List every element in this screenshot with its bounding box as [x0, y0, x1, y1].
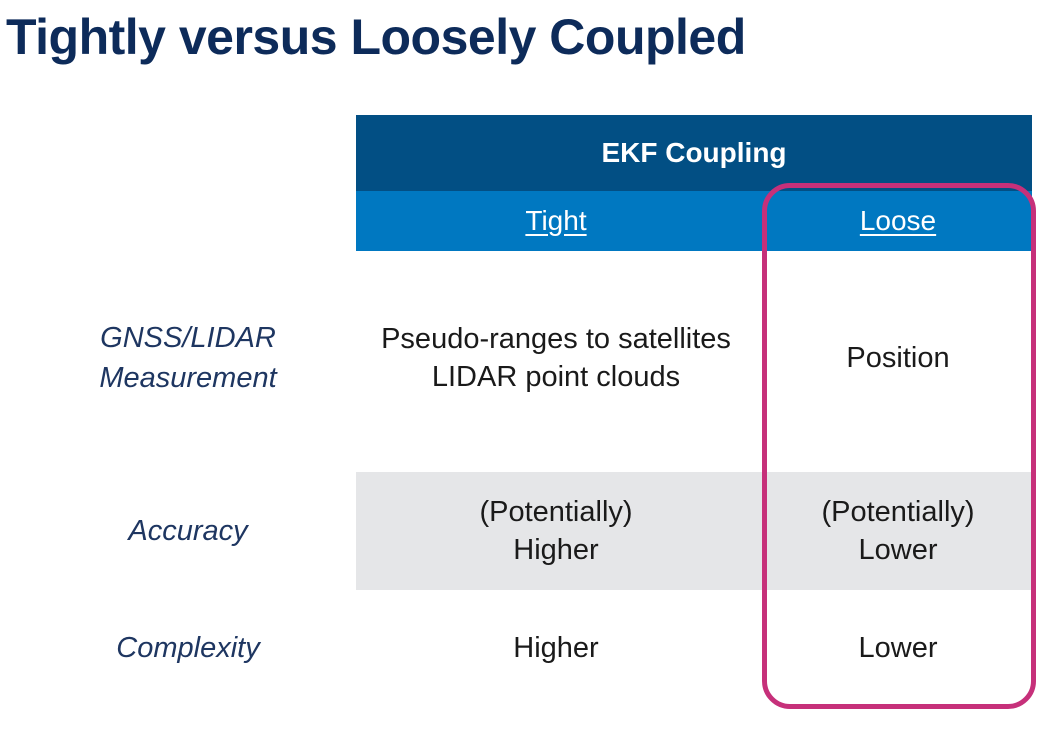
- cell-line: (Potentially): [479, 496, 633, 528]
- column-header-loose[interactable]: Loose: [859, 205, 937, 236]
- cell-complexity-tight: Higher: [356, 626, 756, 670]
- ekf-coupling-header-label: EKF Coupling: [601, 137, 787, 168]
- cell-complexity-loose: Lower: [766, 626, 1030, 670]
- cell-accuracy-loose: (Potentially) Lower: [766, 472, 1030, 590]
- cell-line: Higher: [513, 534, 599, 566]
- cell-accuracy-tight: (Potentially) Higher: [356, 472, 756, 590]
- cell-line: Lower: [858, 632, 938, 664]
- row-label-line: Measurement: [99, 362, 277, 394]
- cell-line: Position: [846, 342, 950, 374]
- page-title: Tightly versus Loosely Coupled: [6, 9, 746, 65]
- cell-line: Pseudo-ranges to satellites: [381, 323, 731, 355]
- column-header-tight[interactable]: Tight: [525, 205, 587, 236]
- row-label-accuracy: Accuracy: [40, 472, 336, 590]
- cell-measurement-tight: Pseudo-ranges to satellites LIDAR point …: [356, 318, 756, 398]
- cell-line: (Potentially): [821, 496, 975, 528]
- accuracy-row-background: [356, 472, 1032, 590]
- coupling-subheader-bar: [356, 191, 1032, 251]
- cell-line: Lower: [858, 534, 938, 566]
- row-label-line: Accuracy: [128, 515, 248, 547]
- row-label-measurement: GNSS/LIDAR Measurement: [40, 318, 336, 398]
- row-label-line: GNSS/LIDAR: [100, 322, 276, 354]
- row-label-complexity: Complexity: [40, 626, 336, 670]
- cell-measurement-loose: Position: [766, 318, 1030, 398]
- row-label-line: Complexity: [116, 632, 260, 664]
- cell-line: LIDAR point clouds: [431, 361, 681, 393]
- ekf-coupling-header: EKF Coupling: [356, 115, 1032, 191]
- cell-line: Higher: [513, 632, 599, 664]
